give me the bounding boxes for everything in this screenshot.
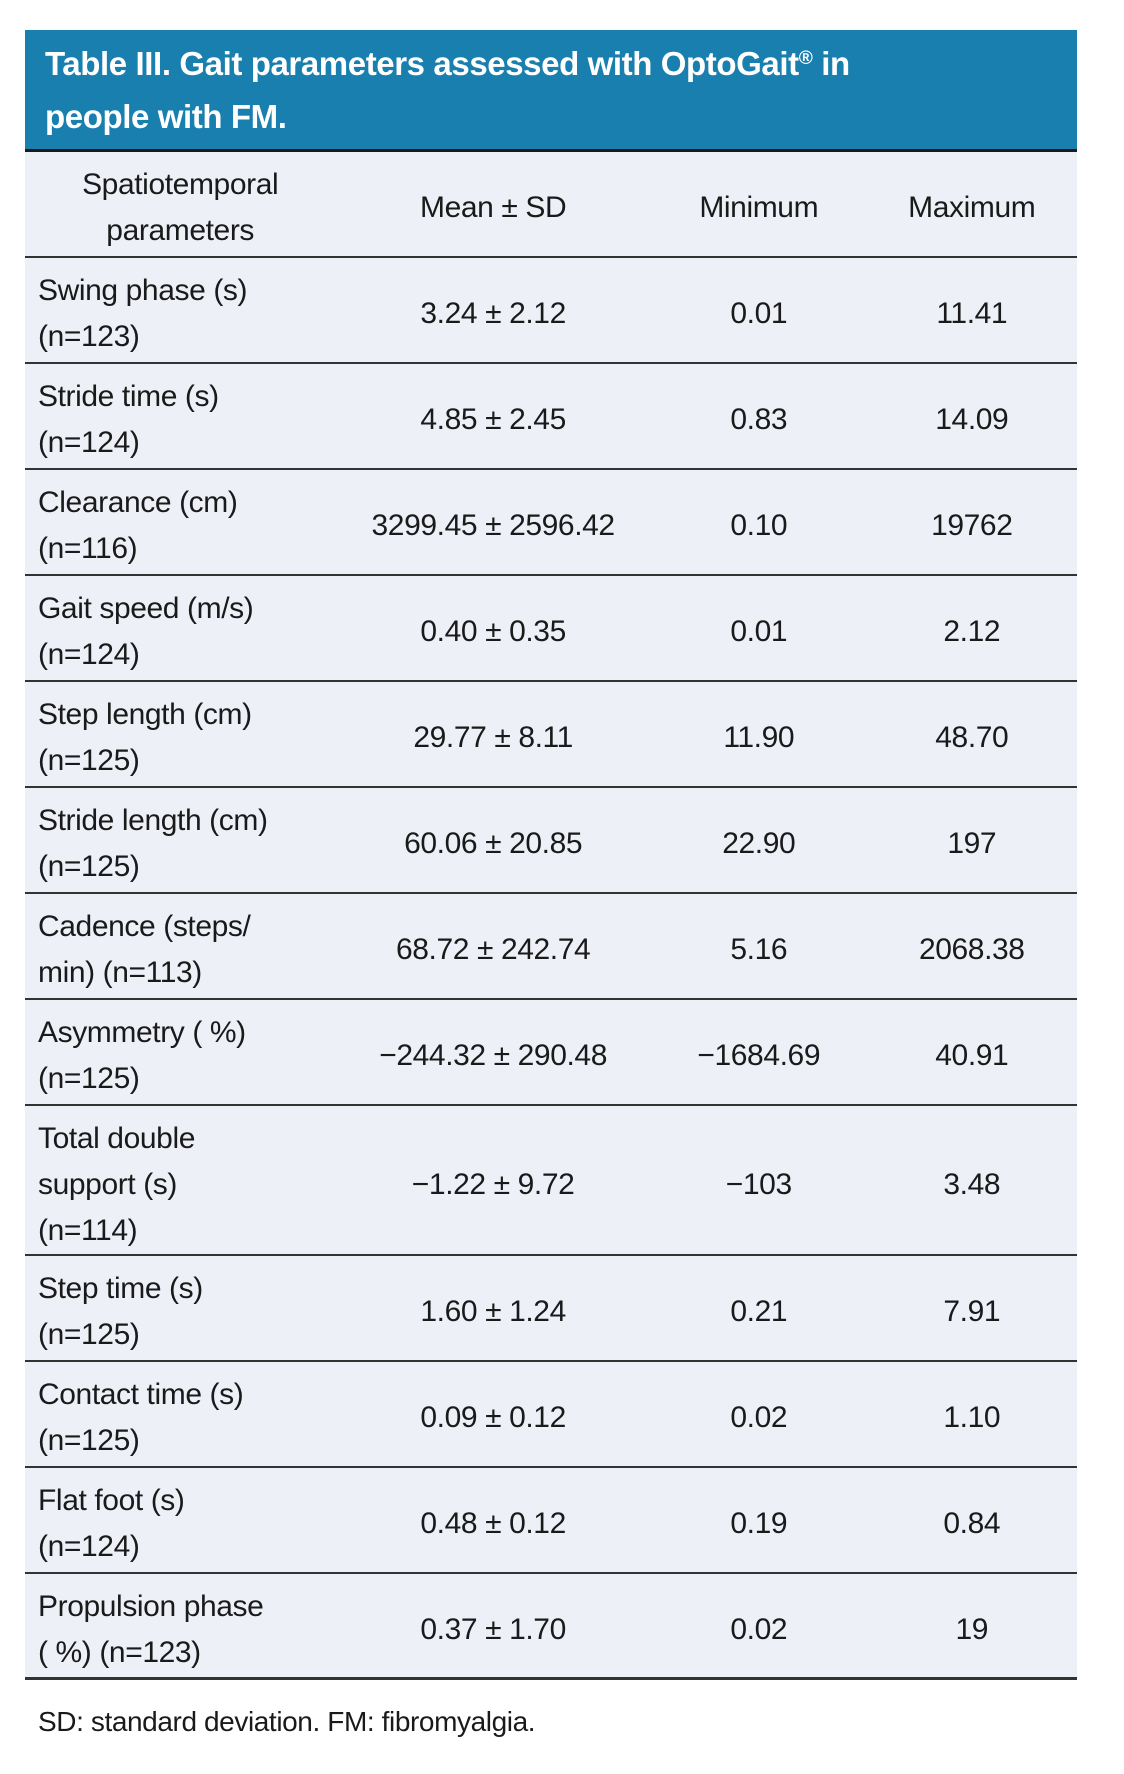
parameter-cell: Step length (cm) (n=125) (25, 680, 336, 788)
parameter-cell: Stride time (s) (n=124) (25, 362, 336, 470)
parameter-label: Gait speed (m/s) (n=124) (38, 591, 254, 671)
table-row: Cadence (steps/ min) (n=113) 68.72 ± 242… (25, 892, 1077, 1000)
maximum-value: 3.48 (866, 1104, 1077, 1256)
minimum-value: 0.19 (650, 1466, 867, 1574)
column-header-minimum: Minimum (650, 150, 867, 258)
parameter-cell: Total double support (s) (n=114) (25, 1104, 336, 1256)
registered-trademark-symbol: ® (798, 48, 813, 70)
parameter-label: Total double support (s) (n=114) (38, 1121, 195, 1247)
parameter-cell: Cadence (steps/ min) (n=113) (25, 892, 336, 1000)
parameter-label: Stride length (cm) (n=125) (38, 803, 268, 883)
table-row: Swing phase (s) (n=123) 3.24 ± 2.12 0.01… (25, 256, 1077, 364)
parameter-label: Cadence (steps/ min) (n=113) (38, 909, 251, 989)
gait-parameters-table: Spatiotemporal parameters Mean ± SD Mini… (25, 149, 1077, 1680)
table-row: Contact time (s) (n=125) 0.09 ± 0.12 0.0… (25, 1360, 1077, 1468)
table-row: Propulsion phase ( %) (n=123) 0.37 ± 1.7… (25, 1573, 1077, 1679)
column-header-row: Spatiotemporal parameters Mean ± SD Mini… (25, 150, 1077, 258)
parameter-cell: Contact time (s) (n=125) (25, 1360, 336, 1468)
maximum-value: 2.12 (866, 574, 1077, 682)
minimum-value: 5.16 (650, 892, 867, 1000)
parameter-label: Propulsion phase ( %) (n=123) (38, 1589, 264, 1669)
table-row: Stride length (cm) (n=125) 60.06 ± 20.85… (25, 786, 1077, 894)
title-text-line2: people with FM. (45, 98, 287, 135)
maximum-value: 0.84 (866, 1466, 1077, 1574)
minimum-value: 0.01 (650, 256, 867, 364)
minimum-value: 0.21 (650, 1254, 867, 1362)
gait-parameters-table-card: Table III. Gait parameters assessed with… (25, 30, 1077, 1680)
maximum-value: 19762 (866, 468, 1077, 576)
minimum-value: 0.01 (650, 574, 867, 682)
table-row: Clearance (cm) (n=116) 3299.45 ± 2596.42… (25, 468, 1077, 576)
minimum-value: 11.90 (650, 680, 867, 788)
table-row: Flat foot (s) (n=124) 0.48 ± 0.12 0.19 0… (25, 1466, 1077, 1574)
title-text-pre: Table III. Gait parameters assessed with… (45, 45, 799, 82)
mean-sd-value: 0.48 ± 0.12 (335, 1466, 651, 1574)
parameter-cell: Step time (s) (n=125) (25, 1254, 336, 1362)
parameter-label: Step length (cm) (n=125) (38, 697, 252, 777)
table-row: Stride time (s) (n=124) 4.85 ± 2.45 0.83… (25, 362, 1077, 470)
parameter-label: Swing phase (s) (n=123) (38, 273, 248, 353)
table-row: Step time (s) (n=125) 1.60 ± 1.24 0.21 7… (25, 1254, 1077, 1362)
table-title: Table III. Gait parameters assessed with… (25, 30, 1077, 149)
mean-sd-value: 60.06 ± 20.85 (335, 786, 651, 894)
minimum-value: −1684.69 (650, 998, 867, 1106)
parameter-cell: Asymmetry ( %) (n=125) (25, 998, 336, 1106)
parameter-label: Asymmetry ( %) (n=125) (38, 1015, 246, 1095)
minimum-value: 0.02 (650, 1360, 867, 1468)
mean-sd-value: 68.72 ± 242.74 (335, 892, 651, 1000)
table-row: Step length (cm) (n=125) 29.77 ± 8.11 11… (25, 680, 1077, 788)
title-text-post: in (812, 45, 850, 82)
parameter-label: Contact time (s) (n=125) (38, 1377, 244, 1457)
parameter-cell: Propulsion phase ( %) (n=123) (25, 1573, 335, 1679)
table-row: Gait speed (m/s) (n=124) 0.40 ± 0.35 0.0… (25, 574, 1077, 682)
maximum-value: 48.70 (866, 680, 1077, 788)
maximum-value: 7.91 (866, 1254, 1077, 1362)
minimum-value: 0.83 (650, 362, 867, 470)
parameter-cell: Clearance (cm) (n=116) (25, 468, 336, 576)
maximum-value: 197 (866, 786, 1077, 894)
maximum-value: 1.10 (866, 1360, 1077, 1468)
maximum-value: 40.91 (866, 998, 1077, 1106)
column-header-maximum: Maximum (866, 150, 1077, 258)
maximum-value: 2068.38 (866, 892, 1077, 1000)
parameter-cell: Flat foot (s) (n=124) (25, 1466, 336, 1574)
mean-sd-value: 0.09 ± 0.12 (335, 1360, 651, 1468)
mean-sd-value: −244.32 ± 290.48 (335, 998, 651, 1106)
table-footnote: SD: standard deviation. FM: fibromyalgia… (38, 1706, 536, 1737)
minimum-value: 0.02 (730, 1612, 788, 1646)
table-row: Total double support (s) (n=114) −1.22 ±… (25, 1104, 1077, 1256)
parameter-label: Step time (s) (n=125) (38, 1271, 203, 1351)
mean-sd-value: 4.85 ± 2.45 (335, 362, 651, 470)
mean-sd-value: 29.77 ± 8.11 (335, 680, 651, 788)
parameter-cell: Swing phase (s) (n=123) (25, 256, 336, 364)
maximum-value: 19 (955, 1612, 989, 1646)
minimum-value: 0.10 (650, 468, 867, 576)
paper-table-page: Table III. Gait parameters assessed with… (25, 30, 1077, 1737)
column-header-spatiotemporal-parameters: Spatiotemporal parameters (25, 150, 336, 258)
column-header-mean-sd: Mean ± SD (335, 150, 651, 258)
parameter-label: Clearance (cm) (n=116) (38, 485, 238, 565)
mean-sd-value: 3299.45 ± 2596.42 (335, 468, 651, 576)
maximum-value: 14.09 (866, 362, 1077, 470)
parameter-cell: Gait speed (m/s) (n=124) (25, 574, 336, 682)
mean-sd-value: 0.37 ± 1.70 (420, 1612, 566, 1646)
mean-sd-value: 1.60 ± 1.24 (335, 1254, 651, 1362)
mean-sd-value: −1.22 ± 9.72 (335, 1104, 651, 1256)
column-header-parameters-label: Spatiotemporal parameters (82, 168, 279, 247)
minimum-value: 22.90 (650, 786, 867, 894)
parameter-cell: Stride length (cm) (n=125) (25, 786, 336, 894)
table-row: Asymmetry ( %) (n=125) −244.32 ± 290.48 … (25, 998, 1077, 1106)
parameter-label: Stride time (s) (n=124) (38, 379, 219, 459)
mean-sd-value: 3.24 ± 2.12 (335, 256, 651, 364)
maximum-value: 11.41 (866, 256, 1077, 364)
mean-sd-value: 0.40 ± 0.35 (335, 574, 651, 682)
parameter-label: Flat foot (s) (n=124) (38, 1483, 185, 1563)
minimum-value: −103 (650, 1104, 867, 1256)
